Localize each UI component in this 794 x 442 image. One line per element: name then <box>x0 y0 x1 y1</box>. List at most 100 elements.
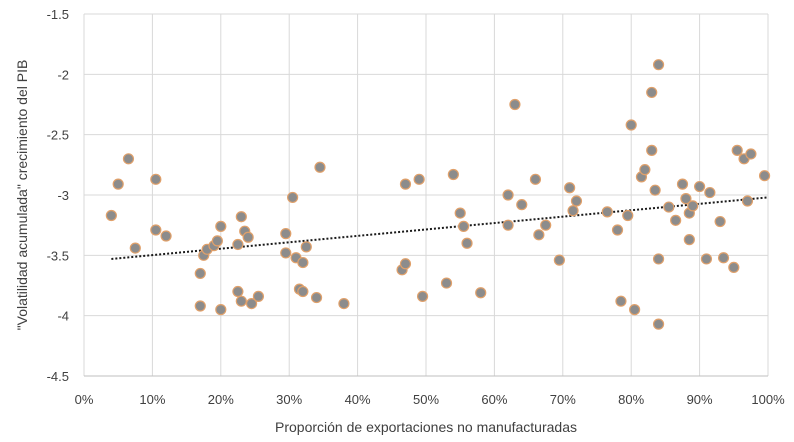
data-point <box>447 168 459 181</box>
data-point <box>232 285 244 298</box>
data-point <box>211 235 223 247</box>
data-point <box>622 209 634 222</box>
data-point <box>509 98 521 111</box>
data-point <box>625 119 637 131</box>
data-point <box>235 211 247 223</box>
data-point <box>570 195 583 207</box>
data-point <box>516 199 528 211</box>
data-point <box>399 178 412 190</box>
x-tick-label: 50% <box>413 392 439 407</box>
data-point <box>194 300 206 312</box>
data-point <box>646 86 658 99</box>
data-point <box>440 277 453 289</box>
data-point <box>297 256 309 269</box>
grid-lines <box>83 13 769 377</box>
data-point <box>413 173 425 185</box>
data-point <box>745 148 757 160</box>
y-axis-label: "Volatilidad acumulada" crecimiento del … <box>14 60 30 331</box>
data-point <box>416 290 429 302</box>
data-point <box>670 214 682 226</box>
data-point <box>652 318 665 330</box>
data-point <box>399 258 412 270</box>
data-point <box>280 228 292 240</box>
data-point <box>129 242 141 254</box>
data-point <box>731 144 743 156</box>
data-point <box>112 178 124 190</box>
data-point <box>649 184 661 196</box>
y-tick-label: -2.5 <box>47 128 69 143</box>
data-point <box>232 238 244 251</box>
data-point <box>540 219 552 231</box>
data-point <box>338 298 350 310</box>
data-point <box>639 164 651 176</box>
data-point <box>611 224 624 236</box>
data-point <box>122 153 135 165</box>
data-point <box>314 161 326 173</box>
data-point <box>458 220 470 232</box>
data-point <box>300 241 312 253</box>
x-tick-label: 80% <box>618 392 644 407</box>
data-point <box>693 180 706 193</box>
trendline <box>111 196 769 260</box>
x-tick-label: 90% <box>687 392 713 407</box>
data-point <box>310 291 323 304</box>
data-point <box>615 295 627 307</box>
data-point <box>652 59 665 71</box>
x-tick-label: 40% <box>345 392 371 407</box>
y-tick-label: -4.5 <box>47 369 69 384</box>
data-point <box>215 220 227 232</box>
y-tick-label: -2 <box>57 67 69 82</box>
data-point <box>287 191 299 204</box>
y-tick-label: -3.5 <box>47 248 69 263</box>
data-point <box>700 253 713 265</box>
data-point <box>105 209 117 222</box>
data-point <box>652 253 665 265</box>
data-point <box>529 173 542 185</box>
data-point <box>160 230 172 242</box>
y-tick-label: -1.5 <box>47 7 69 22</box>
data-point <box>245 298 258 310</box>
data-point <box>564 182 576 194</box>
data-point <box>252 290 265 302</box>
data-point <box>663 201 675 213</box>
x-tick-label: 20% <box>208 392 234 407</box>
data-point <box>502 189 514 201</box>
data-point <box>714 215 726 228</box>
data-point <box>533 229 545 241</box>
data-point <box>704 186 716 199</box>
x-tick-label: 70% <box>550 392 576 407</box>
data-point <box>717 252 730 264</box>
x-tick-label: 100% <box>751 392 785 407</box>
data-point <box>461 237 473 249</box>
data-point <box>454 207 466 219</box>
data-point <box>242 231 254 243</box>
data-point <box>553 254 565 266</box>
x-tick-label: 60% <box>481 392 507 407</box>
x-tick-label: 10% <box>139 392 165 407</box>
data-point <box>150 224 162 236</box>
data-point <box>728 261 740 273</box>
data-point <box>629 304 641 316</box>
data-point <box>297 285 309 298</box>
x-tick-label: 0% <box>75 392 94 407</box>
data-point <box>475 287 487 299</box>
data-point <box>676 178 689 190</box>
data-point <box>235 295 247 307</box>
x-tick-labels: 0% 10% 20% 30% 40% 50% 60% 70% 80% 90% 100% <box>75 392 785 407</box>
data-point <box>680 193 692 205</box>
data-point <box>280 247 292 259</box>
y-tick-labels: -1.5 -2 -2.5 -3 -3.5 -4 -4.5 <box>47 7 69 384</box>
x-tick-label: 30% <box>276 392 302 407</box>
data-point <box>150 173 162 185</box>
data-point <box>758 170 771 182</box>
data-point <box>502 219 514 231</box>
data-point <box>567 205 579 217</box>
y-tick-label: -3 <box>57 188 69 203</box>
trendline-group <box>111 196 769 260</box>
data-point <box>215 304 227 316</box>
data-point <box>741 195 754 207</box>
data-point <box>601 206 613 218</box>
data-points <box>105 59 771 330</box>
